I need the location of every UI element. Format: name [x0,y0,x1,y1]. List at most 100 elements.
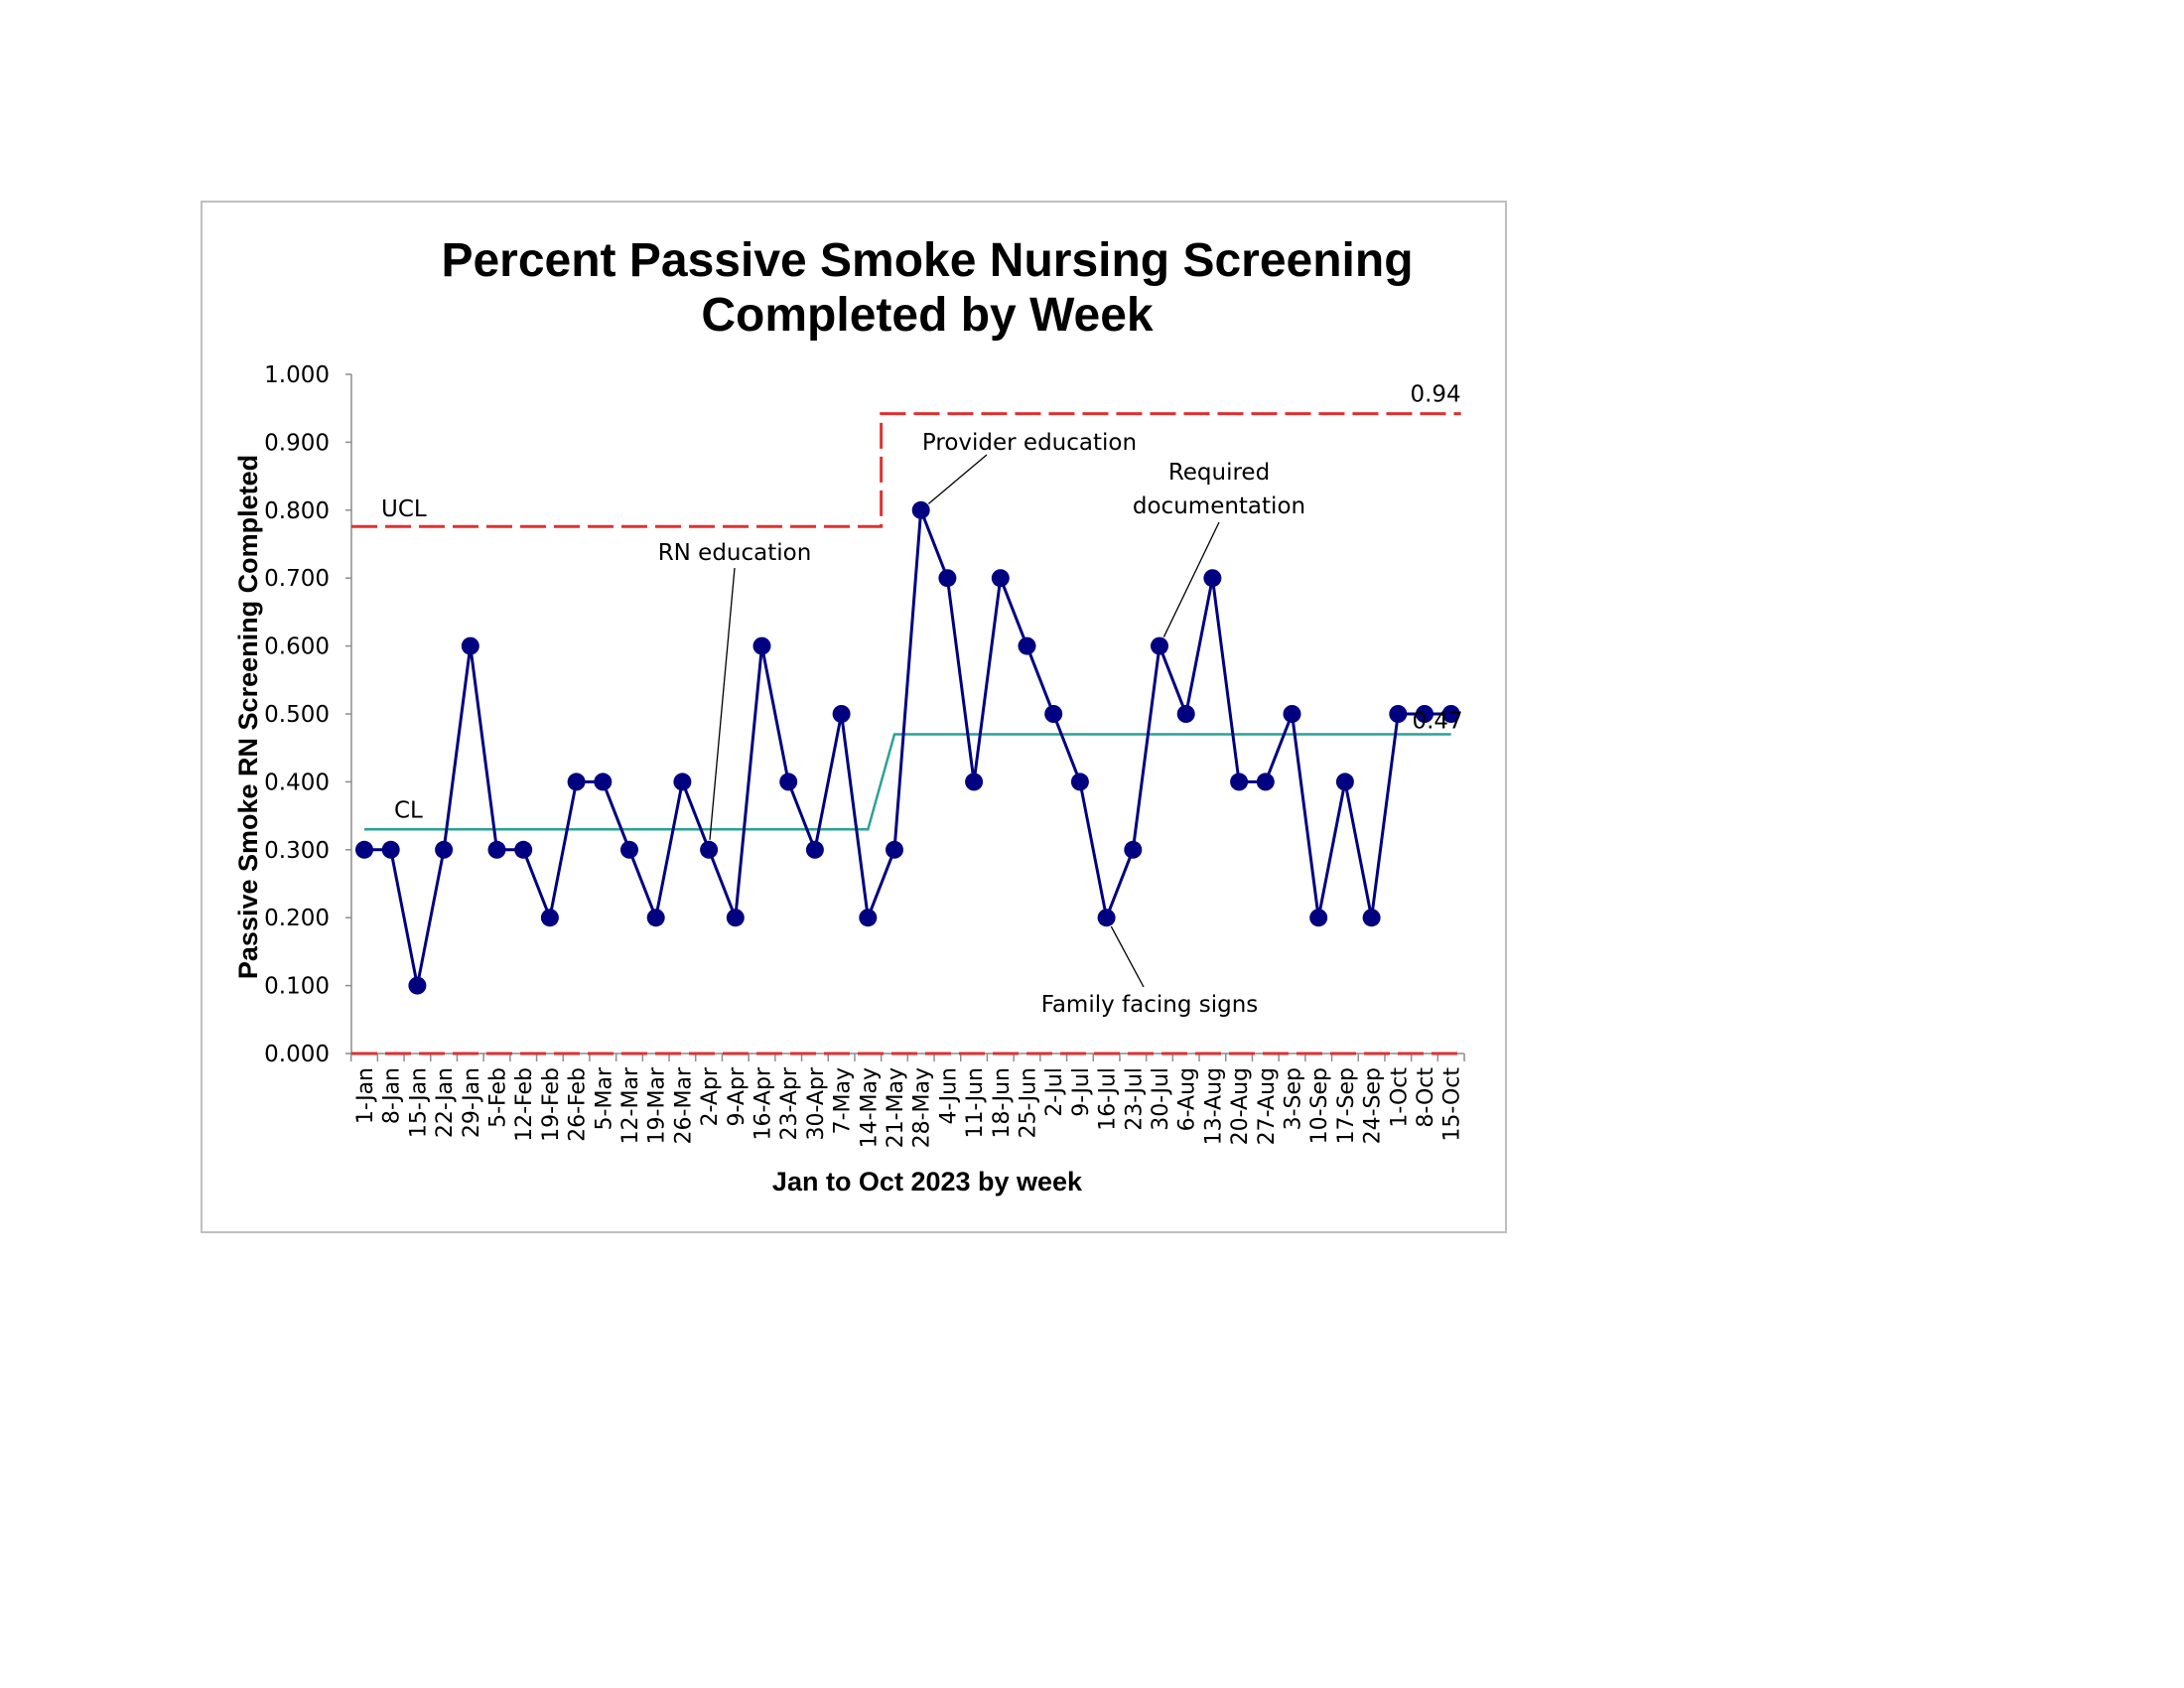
data-point [408,976,427,995]
x-tick-label: 26-Feb [566,1067,591,1142]
data-point [938,569,957,588]
chart-area: Percent Passive Smoke Nursing Screening … [201,201,1507,1233]
data-point [1176,705,1195,723]
annotation-leader-line [1162,521,1220,637]
data-point [487,840,506,859]
annotations: RN education Provider education Required do… [658,430,1305,1018]
data-point [1230,773,1249,791]
x-tick-label: 29-Jan [460,1067,484,1138]
data-point [1283,705,1301,723]
control-limits: UCL 0.94 CL [351,382,1461,1055]
x-tick-label: 19-Feb [539,1067,564,1142]
x-tick-label: 15-Jan [406,1067,431,1138]
data-point [1256,773,1275,791]
y-tick-label: 0.400 [264,770,330,795]
y-tick-label: 0.000 [264,1042,330,1067]
x-tick-label: 5-Mar [592,1066,616,1130]
data-point [1044,705,1063,723]
chart-title-line-2: Completed by Week [701,289,1154,342]
x-tick-label: 15-Oct [1440,1067,1465,1142]
x-tick-label: 9-Jul [1069,1067,1094,1117]
series-line [364,509,1451,986]
ucl-line [351,412,1461,528]
data-point [859,909,878,927]
x-tick-label: 8-Jan [380,1067,405,1124]
x-tick-label: 16-Apr [751,1066,776,1140]
data-point [435,840,454,859]
data-point [1151,636,1168,655]
annotation-leader-line [1110,925,1145,988]
data-point [594,773,613,791]
y-tick-label: 0.200 [264,906,330,931]
ucl-end-label: 0.94 [1410,382,1460,408]
x-tick-label: 7-May [831,1067,856,1134]
x-tick-label: 3-Sep [1282,1067,1306,1130]
x-axis-title: Jan to Oct 2023 by week [772,1167,1083,1196]
data-point [1018,636,1036,655]
data-point [1416,705,1433,723]
annotation-text: documentation [1133,493,1305,519]
y-axis-title: Passive Smoke RN Screening Completed [233,455,263,979]
x-tick-label: 23-Jul [1122,1067,1147,1131]
data-point [886,840,903,859]
data-point [1309,909,1328,927]
chart-title-line-1: Percent Passive Smoke Nursing Screening [441,234,1413,287]
data-series: 0.47 [355,500,1463,995]
y-tick-label: 0.100 [264,974,330,1000]
x-tick-label: 1-Oct [1387,1067,1412,1128]
annotation-leader-line [709,567,736,840]
data-point [646,909,665,927]
cl-label: CL [394,797,423,823]
data-point [514,840,533,859]
x-tick-label: 16-Jul [1096,1067,1121,1131]
x-tick-label: 4-Jun [936,1067,961,1125]
x-tick-label: 30-Jul [1149,1067,1173,1131]
center-line [364,733,1451,831]
x-tick-label: 17-Sep [1334,1067,1359,1144]
y-tick-label: 0.800 [264,498,330,524]
x-tick-label: 2-Jul [1042,1067,1067,1117]
x-tick-label: 20-Aug [1228,1067,1253,1145]
y-tick-label: 0.900 [264,430,330,456]
data-point [567,773,586,791]
x-tick-label: 12-Mar [618,1066,643,1144]
x-tick-label: 28-May [910,1067,935,1148]
data-point [965,773,984,791]
y-tick-label: 0.500 [264,702,330,728]
data-point [1389,705,1408,723]
x-tick-label: 8-Oct [1414,1067,1438,1128]
ucl-label: UCL [381,496,427,522]
annotation-leader-line [927,454,988,504]
data-point [779,773,798,791]
data-point [1203,569,1222,588]
data-point [991,569,1010,588]
data-point [726,909,745,927]
annotation-text: Family facing signs [1041,992,1259,1018]
y-tick-label: 1.000 [264,362,330,388]
x-tick-label: 24-Sep [1361,1067,1386,1144]
data-point [381,840,400,859]
y-tick-label: 0.600 [264,634,330,660]
data-point [700,840,719,859]
x-tick-label: 12-Feb [512,1067,537,1142]
data-point [673,773,692,791]
data-point [1441,705,1460,723]
x-tick-label: 5-Feb [486,1067,511,1128]
x-tick-label: 2-Apr [698,1066,723,1126]
x-tick-label: 23-Apr [777,1066,802,1140]
cl-end-label: 0.47 [1412,709,1462,735]
x-tick-label: 10-Sep [1307,1067,1332,1144]
control-chart: Percent Passive Smoke Nursing Screening … [233,234,1465,1196]
x-tick-label: 19-Mar [645,1066,670,1144]
x-tick-label: 21-May [884,1067,908,1148]
data-point [620,840,638,859]
annotation-text: Required [1168,460,1270,486]
data-point [1124,840,1143,859]
data-point [1362,909,1381,927]
x-tick-label: 26-Mar [671,1066,696,1144]
data-point [461,636,479,655]
x-tick-label: 18-Jun [990,1067,1015,1139]
data-point [832,705,851,723]
annotation-text: RN education [658,540,812,566]
x-tick-label: 22-Jan [433,1067,458,1138]
